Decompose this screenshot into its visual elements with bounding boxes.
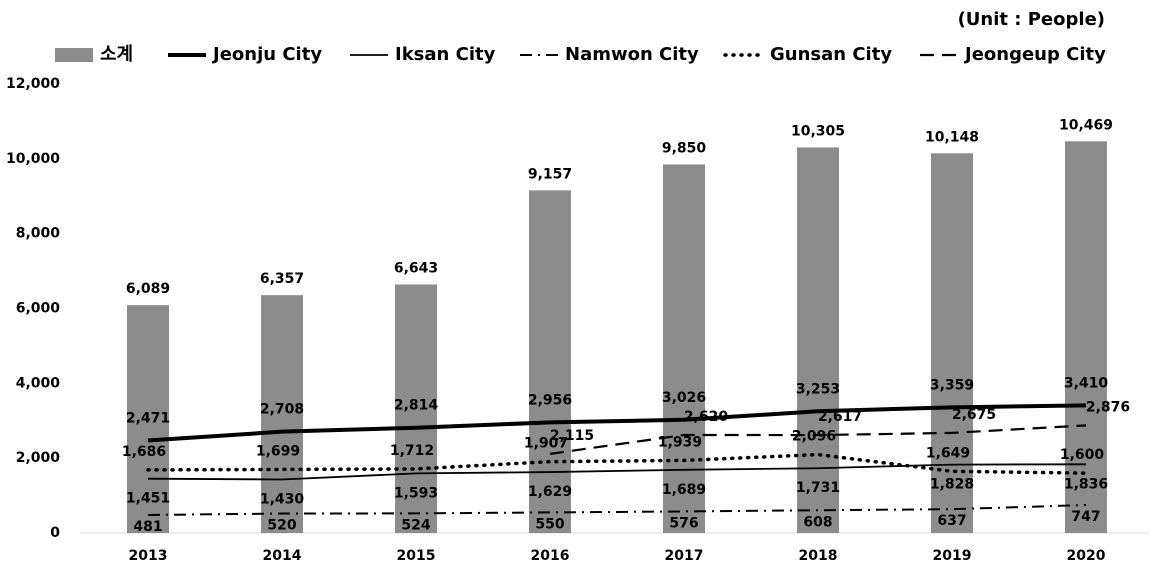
bar bbox=[529, 190, 571, 533]
line bbox=[147, 463, 1087, 481]
x-tick-label: 2016 bbox=[531, 548, 570, 564]
legend-label: Jeongeup City bbox=[963, 44, 1106, 65]
data-label: 747 bbox=[1071, 509, 1100, 525]
data-label: 10,148 bbox=[925, 129, 979, 145]
data-label: 10,305 bbox=[791, 123, 845, 139]
data-label: 6,089 bbox=[126, 281, 170, 297]
x-tick-label: 2015 bbox=[397, 548, 436, 564]
x-tick-label: 2019 bbox=[933, 548, 972, 564]
data-label: 2,708 bbox=[260, 402, 304, 418]
data-label: 524 bbox=[401, 517, 430, 533]
data-label: 2,115 bbox=[550, 428, 594, 444]
y-tick-label: 0 bbox=[50, 525, 60, 541]
data-label: 481 bbox=[133, 519, 162, 535]
data-label: 550 bbox=[535, 516, 564, 532]
legend-label: Namwon City bbox=[565, 44, 699, 65]
legend-label: Iksan City bbox=[395, 44, 496, 65]
data-label: 1,712 bbox=[390, 443, 434, 459]
bar bbox=[261, 295, 303, 533]
line bbox=[147, 504, 1087, 517]
y-tick-label: 12,000 bbox=[6, 76, 60, 92]
x-tick-label: 2014 bbox=[263, 548, 302, 564]
x-tick-label: 2018 bbox=[799, 548, 838, 564]
data-label: 3,253 bbox=[796, 381, 840, 397]
data-label: 520 bbox=[267, 518, 296, 534]
data-label: 1,430 bbox=[260, 491, 305, 507]
data-label: 1,828 bbox=[930, 477, 974, 493]
y-tick-label: 4,000 bbox=[16, 375, 61, 391]
data-label: 2,617 bbox=[818, 409, 862, 425]
data-label: 1,699 bbox=[256, 443, 300, 459]
data-label: 6,643 bbox=[394, 260, 438, 276]
data-label: 2,620 bbox=[684, 409, 729, 425]
data-label: 1,451 bbox=[126, 491, 170, 507]
line bbox=[549, 424, 1087, 455]
legend-swatch bbox=[55, 48, 93, 62]
data-label: 9,850 bbox=[662, 140, 707, 156]
data-label: 1,731 bbox=[796, 480, 840, 496]
data-label: 1,686 bbox=[122, 444, 166, 460]
data-label: 608 bbox=[803, 514, 832, 530]
data-label: 1,593 bbox=[394, 485, 438, 501]
data-label: 637 bbox=[937, 513, 966, 529]
data-label: 2,675 bbox=[952, 407, 996, 423]
data-label: 1,907 bbox=[524, 436, 568, 452]
line bbox=[147, 403, 1087, 443]
data-label: 576 bbox=[669, 515, 698, 531]
y-tick-label: 6,000 bbox=[16, 301, 61, 317]
x-tick-label: 2013 bbox=[129, 548, 168, 564]
legend-label: Gunsan City bbox=[770, 44, 892, 65]
data-label: 2,956 bbox=[528, 392, 572, 408]
data-label: 3,359 bbox=[930, 377, 974, 393]
data-label: 10,469 bbox=[1059, 117, 1113, 133]
data-label: 2,471 bbox=[126, 411, 170, 427]
legend-label: Jeonju City bbox=[211, 44, 322, 65]
data-label: 1,939 bbox=[658, 434, 702, 450]
legend-label: 소계 bbox=[100, 44, 133, 65]
bar bbox=[663, 164, 705, 533]
bar bbox=[1065, 141, 1107, 533]
data-label: 1,629 bbox=[528, 484, 572, 500]
y-tick-label: 8,000 bbox=[16, 226, 61, 242]
y-tick-label: 10,000 bbox=[6, 151, 60, 167]
line bbox=[146, 452, 1088, 475]
data-label: 6,357 bbox=[260, 271, 304, 287]
data-label: 2,876 bbox=[1086, 399, 1130, 415]
y-tick-label: 2,000 bbox=[16, 450, 61, 466]
bar bbox=[797, 147, 839, 533]
x-tick-label: 2017 bbox=[665, 548, 704, 564]
data-label: 1,649 bbox=[926, 445, 970, 461]
data-label: 9,157 bbox=[528, 166, 572, 182]
bar bbox=[127, 305, 169, 533]
data-label: 1,836 bbox=[1064, 476, 1108, 492]
data-label: 1,689 bbox=[662, 482, 706, 498]
data-label: 1,600 bbox=[1060, 447, 1105, 463]
data-label: 2,096 bbox=[792, 429, 836, 445]
unit-label: (Unit : People) bbox=[958, 9, 1105, 30]
data-label: 2,814 bbox=[394, 398, 439, 414]
data-label: 3,026 bbox=[662, 390, 706, 406]
data-label: 3,410 bbox=[1064, 375, 1109, 391]
x-tick-label: 2020 bbox=[1067, 548, 1106, 564]
bar bbox=[395, 284, 437, 533]
